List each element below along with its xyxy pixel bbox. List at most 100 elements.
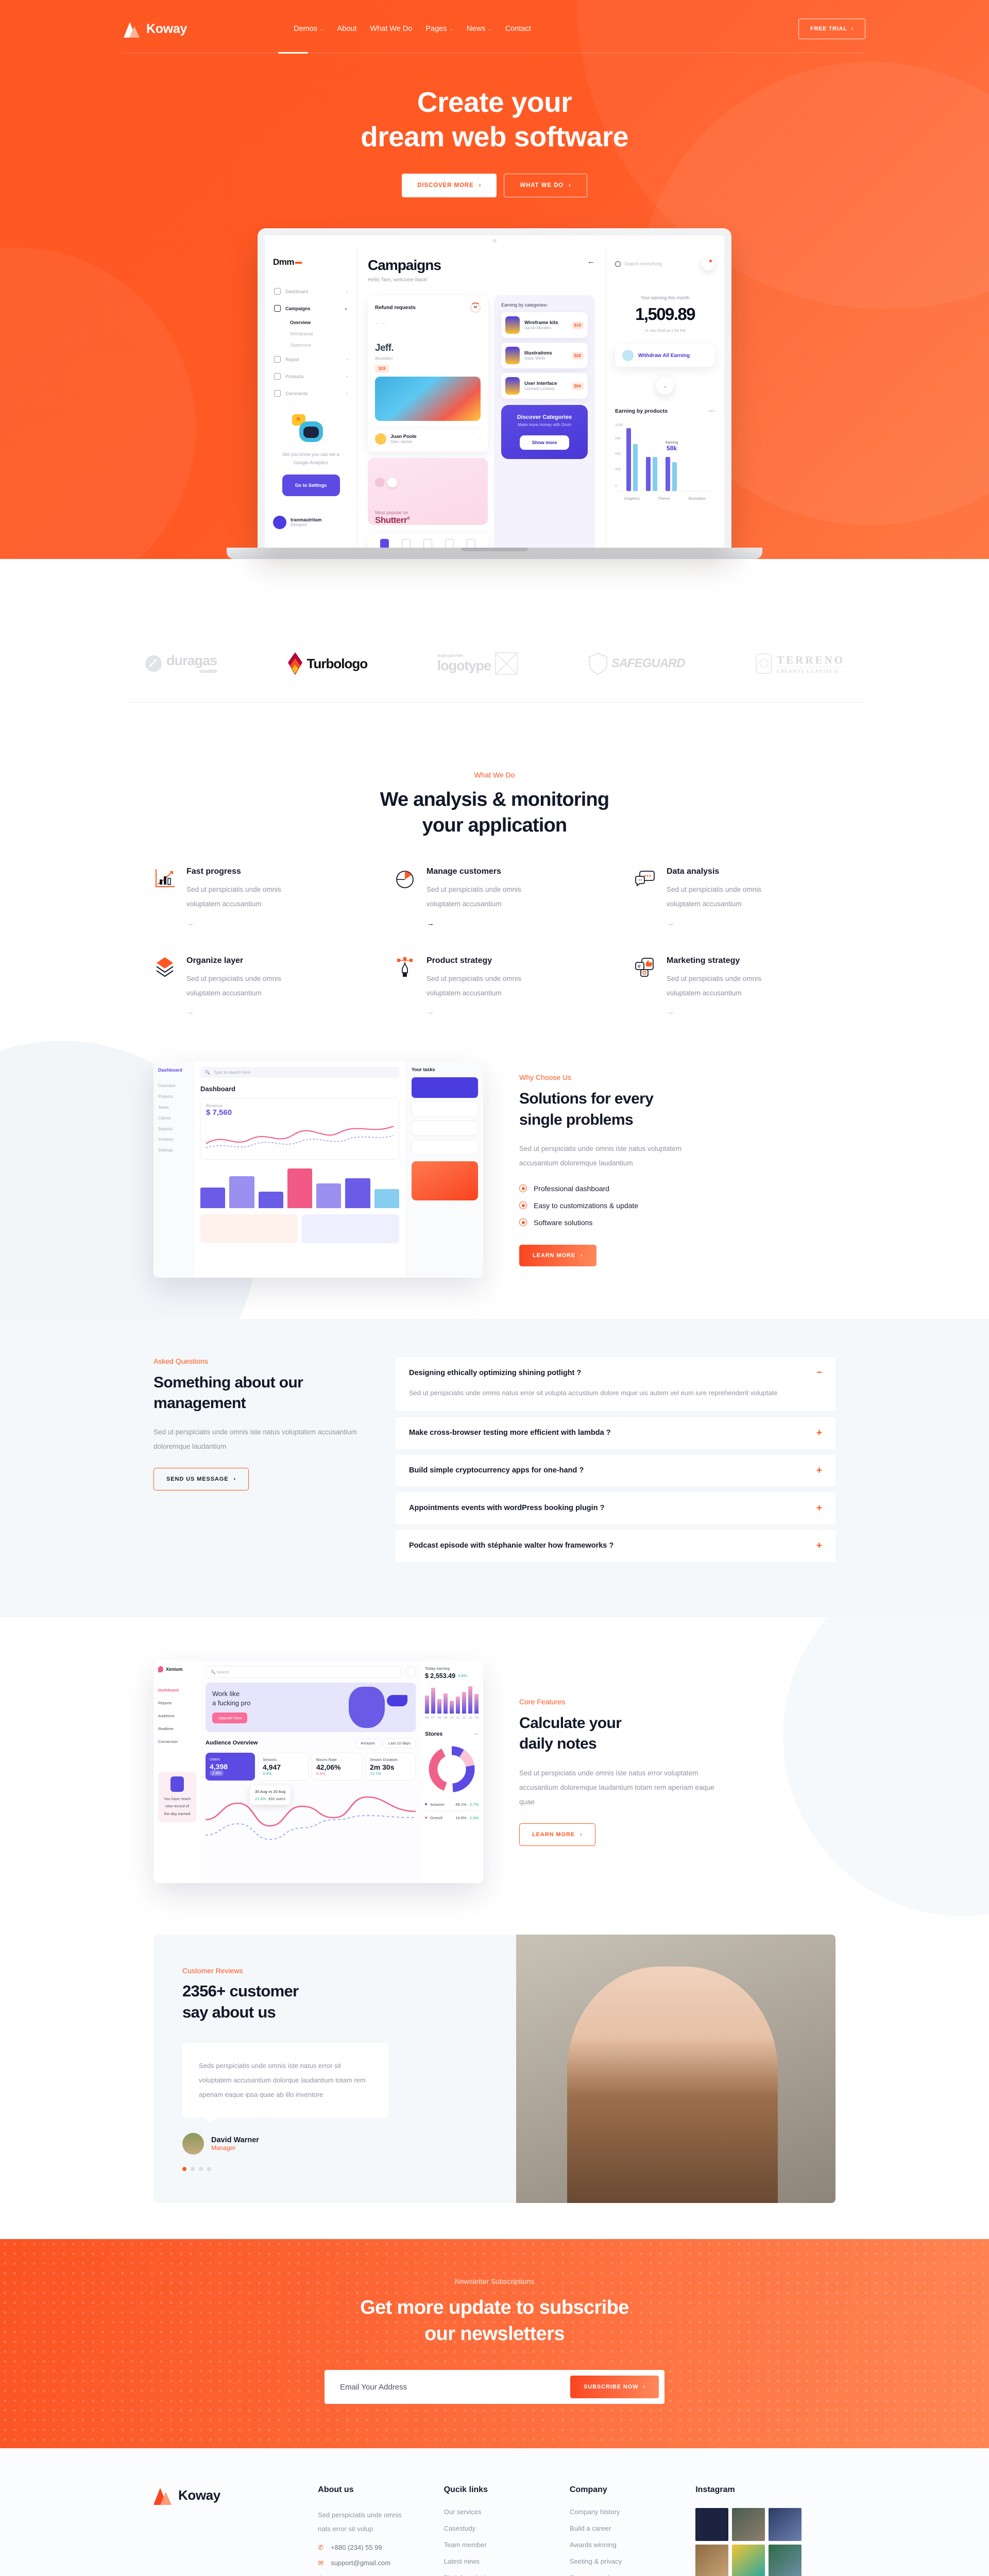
nav-item-contact[interactable]: Contact bbox=[505, 25, 531, 33]
footer-phone[interactable]: ✆ +880 (234) 55 99 bbox=[318, 2543, 382, 2552]
faq-copy: Asked Questions Something about our manag… bbox=[154, 1357, 360, 1567]
nav-item-about[interactable]: About bbox=[337, 25, 357, 33]
footer-link[interactable]: Digital marketing bbox=[444, 2574, 565, 2576]
collapse-chevron-icon[interactable]: ⌄ bbox=[656, 377, 674, 395]
reviews-section: Customer Reviews 2356+ customer say about… bbox=[0, 1919, 989, 2240]
faq-item[interactable]: Designing ethically optimizing shining p… bbox=[396, 1357, 835, 1411]
core-upgrade-button[interactable]: Upgrade Now bbox=[212, 1713, 248, 1724]
mock-subnav-withdrawal[interactable]: Withdrawal bbox=[290, 331, 313, 337]
footer-link[interactable]: Casestudy bbox=[444, 2524, 476, 2533]
nav-item-news[interactable]: News ⌄ bbox=[467, 25, 492, 33]
plus-icon: + bbox=[816, 1465, 822, 1476]
arrow-right-icon[interactable]: → bbox=[667, 1008, 674, 1017]
free-trial-button[interactable]: FREE TRIAL › bbox=[798, 19, 865, 39]
arrow-right-icon[interactable]: → bbox=[427, 1008, 434, 1017]
instagram-thumb[interactable] bbox=[695, 2508, 729, 2541]
why-learn-more-button[interactable]: LEARN MORE › bbox=[519, 1244, 596, 1266]
mock-subnav-statement[interactable]: Statement bbox=[290, 343, 312, 348]
core-mock-nav-conversion[interactable]: Conversion bbox=[158, 1739, 178, 1744]
footer-link[interactable]: Seeting & privacy bbox=[569, 2557, 622, 2566]
mock-nav-products[interactable]: Products › bbox=[273, 368, 349, 385]
service-title: Manage customers bbox=[427, 867, 501, 876]
faq-section: Asked Questions Something about our manag… bbox=[0, 1319, 989, 1617]
core-filter-days[interactable]: Last 10 days bbox=[383, 1738, 416, 1748]
mock-nav-dashboard[interactable]: Dashboard › bbox=[273, 283, 349, 300]
instagram-thumb[interactable] bbox=[769, 2545, 802, 2576]
footer-link[interactable]: Team member bbox=[444, 2541, 487, 2549]
footer-email[interactable]: ✉ support@gmail.com bbox=[318, 2558, 391, 2567]
core-learn-more-button[interactable]: LEARN MORE › bbox=[519, 1823, 595, 1846]
core-mock-nav-reports[interactable]: Reports bbox=[158, 1700, 172, 1705]
core-mock-nav-audience[interactable]: Audience bbox=[158, 1713, 175, 1718]
withdraw-button[interactable]: Withdraw All Earning bbox=[615, 344, 715, 367]
service-card-manage-customers[interactable]: Manage customers Sed ut perspiciatis und… bbox=[394, 867, 595, 928]
phone-icon: ✆ bbox=[318, 2543, 324, 2551]
mock-subnav-overview[interactable]: Overview bbox=[290, 320, 311, 326]
mock-nav-campaigns[interactable]: Campaigns ⌄ bbox=[273, 300, 349, 317]
instagram-thumb[interactable] bbox=[769, 2508, 802, 2541]
faq-item[interactable]: Build simple cryptocurrency apps for one… bbox=[396, 1454, 835, 1486]
mock-nav-report[interactable]: Report › bbox=[273, 351, 349, 368]
mock-user-profile[interactable]: tranmautritam Designer bbox=[273, 515, 349, 529]
mountain-logo-icon bbox=[154, 2487, 173, 2505]
brand-logo[interactable]: Koway bbox=[124, 20, 294, 38]
subscribe-button[interactable]: SUBSCRIBE NOW › bbox=[570, 2376, 659, 2399]
arrow-right-icon[interactable]: → bbox=[186, 1008, 194, 1017]
footer-link[interactable]: Build a career bbox=[569, 2524, 611, 2533]
popular-label: Most popular on bbox=[375, 510, 408, 516]
why-check-item: Easy to customizations & update bbox=[519, 1201, 715, 1210]
carousel-arrows[interactable]: ← → bbox=[375, 320, 386, 326]
faq-question: Podcast episode with stéphanie walter ho… bbox=[409, 1541, 614, 1550]
instagram-thumb[interactable] bbox=[732, 2508, 765, 2541]
why-check-list: Professional dashboard Easy to customiza… bbox=[519, 1184, 715, 1227]
nav-item-pages[interactable]: Pages ⌄ bbox=[425, 25, 453, 33]
category-row[interactable]: User Interface Leonard Lindsey $64 bbox=[501, 373, 588, 399]
instagram-thumb[interactable] bbox=[695, 2545, 729, 2576]
faq-item[interactable]: Podcast episode with stéphanie walter ho… bbox=[396, 1530, 835, 1562]
faq-item[interactable]: Make cross-browser testing more efficien… bbox=[396, 1417, 835, 1449]
arrow-right-icon[interactable]: → bbox=[186, 919, 194, 928]
notification-bell-icon[interactable] bbox=[702, 257, 715, 271]
service-card-fast-progress[interactable]: Fast progress Sed ut perspiciatis unde o… bbox=[154, 867, 355, 928]
footer-brand[interactable]: Koway bbox=[154, 2485, 313, 2576]
why-check-item: Software solutions bbox=[519, 1218, 715, 1227]
footer-link[interactable]: Our services bbox=[444, 2508, 482, 2516]
faq-item[interactable]: Appointments events with wordPress booki… bbox=[396, 1492, 835, 1524]
client-logo-terreno: TERRENO CHIANTI CLASSICO bbox=[755, 652, 845, 675]
core-mock-nav-realtime[interactable]: Realtime bbox=[158, 1726, 174, 1731]
mock-bottom-tabs[interactable] bbox=[368, 533, 488, 548]
footer-link[interactable]: Awards winning bbox=[569, 2541, 617, 2549]
category-row[interactable]: Illustrations Isaac Wells $28 bbox=[501, 343, 588, 369]
mountain-logo-icon bbox=[124, 20, 141, 38]
footer-link[interactable]: Company golas bbox=[570, 2574, 690, 2576]
search-icon bbox=[615, 261, 621, 267]
faq-accordion: Designing ethically optimizing shining p… bbox=[396, 1357, 835, 1567]
service-card-product-strategy[interactable]: Product strategy Sed ut perspiciatis und… bbox=[394, 956, 595, 1018]
mock-settings-button[interactable]: Go to Settings bbox=[282, 474, 340, 496]
mock-nav-comments[interactable]: Comments › bbox=[273, 385, 349, 402]
arrow-right-icon[interactable]: → bbox=[427, 919, 434, 928]
core-filter-amazon[interactable]: Amazon bbox=[355, 1738, 380, 1748]
what-we-do-button[interactable]: WHAT WE DO › bbox=[504, 174, 587, 198]
footer-link[interactable]: Latest news bbox=[444, 2557, 480, 2566]
instagram-thumb[interactable] bbox=[732, 2545, 765, 2576]
show-more-button[interactable]: Show more bbox=[520, 435, 569, 450]
faq-question: Designing ethically optimizing shining p… bbox=[409, 1368, 582, 1377]
service-card-marketing-strategy[interactable]: # Marketing strategy Sed ut perspiciatis… bbox=[634, 956, 835, 1018]
mock-search-bar[interactable]: Search everything bbox=[615, 257, 715, 271]
service-card-data-analysis[interactable]: Data analysis Sed ut perspiciatis unde o… bbox=[634, 867, 835, 928]
back-arrow-icon[interactable]: ← bbox=[587, 257, 595, 266]
service-card-organize-layer[interactable]: Organize layer Sed ut perspiciatis unde … bbox=[154, 956, 355, 1018]
more-options-icon[interactable]: ••• bbox=[708, 409, 715, 414]
category-row[interactable]: Wireframe kits Jacob Morales $19 bbox=[501, 312, 588, 338]
carousel-dots[interactable] bbox=[182, 2167, 487, 2172]
email-input[interactable] bbox=[340, 2382, 570, 2392]
refund-person-row[interactable]: Juan Poole Glen James › bbox=[375, 427, 481, 445]
nav-item-demos[interactable]: Demos ⌄ bbox=[294, 25, 324, 33]
send-us-message-button[interactable]: SEND US MESSAGE › bbox=[154, 1467, 249, 1490]
discover-more-button[interactable]: DISCOVER MORE › bbox=[402, 174, 497, 198]
nav-item-what-we-do[interactable]: What We Do bbox=[370, 25, 413, 33]
arrow-right-icon[interactable]: → bbox=[667, 919, 674, 928]
core-mock-nav-dashboard[interactable]: Dashboard bbox=[158, 1687, 179, 1692]
footer-link[interactable]: Company history bbox=[569, 2508, 620, 2516]
